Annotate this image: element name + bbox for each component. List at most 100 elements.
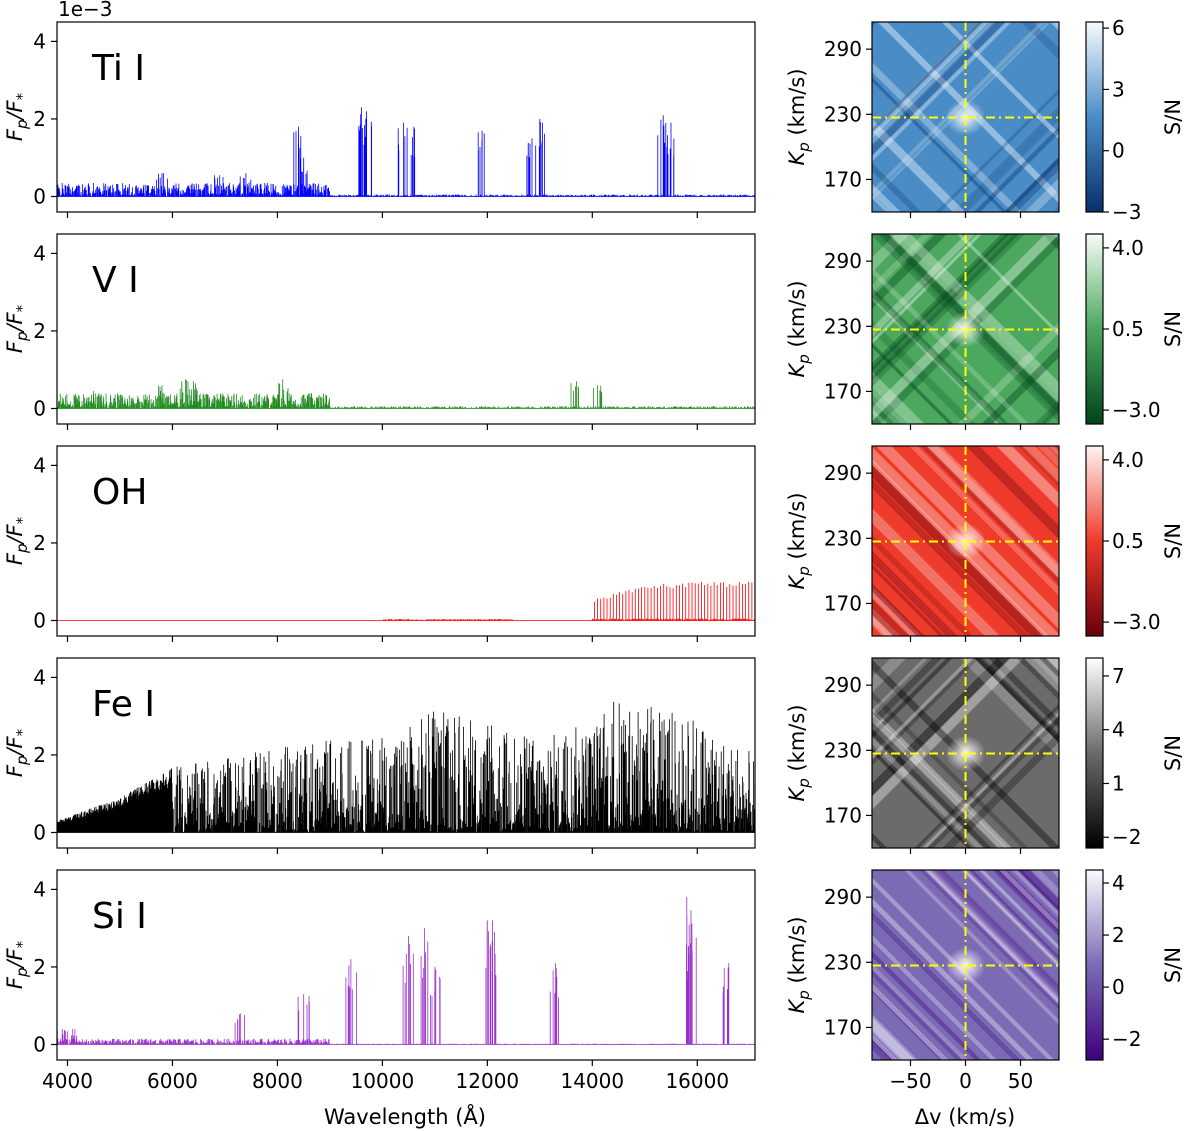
map-streak: [872, 984, 948, 1060]
y-tick-label: 290: [824, 37, 862, 61]
map-streak: [615, 638, 845, 868]
colorbar-si-i: 4 2 0 −2 S/N: [1085, 869, 1185, 1061]
map-streak: [1031, 870, 1059, 898]
x-tick-label: 4000: [42, 1069, 93, 1093]
y-tick-label: 2: [33, 531, 46, 555]
map-streak: [872, 234, 983, 345]
colorbar-tick-label: 1: [1112, 771, 1125, 795]
spectrum-line: [57, 107, 755, 197]
colorbar-label: S/N: [1161, 947, 1185, 983]
map-streak: [1188, 850, 1200, 1080]
map-streak: [872, 550, 958, 636]
map-streak: [962, 870, 1059, 967]
colorbar-tick-label: −2: [1112, 825, 1141, 849]
y-tick-label: 230: [824, 314, 862, 338]
y-tick-label: 2: [33, 743, 46, 767]
map-streak: [872, 342, 954, 424]
colorbar-tick-label: 0.5: [1112, 529, 1144, 553]
axes-frame: [56, 657, 756, 849]
map-streak: [554, 214, 784, 444]
x-tick-label: 0: [959, 1069, 972, 1093]
y-axis-label: Kp (km/s): [785, 280, 813, 377]
colorbar-oh: 4.0 0.5 −3.0 S/N: [1085, 445, 1185, 637]
y-tick-label: 2: [33, 107, 46, 131]
map-streak: [872, 658, 943, 729]
map-streak: [872, 658, 1024, 810]
map-streak: [582, 638, 812, 868]
map-streak: [872, 385, 911, 424]
map-streak: [1018, 446, 1059, 487]
y-tick-label: 0: [33, 184, 46, 208]
map-streak: [502, 638, 732, 868]
map-streak: [1020, 22, 1059, 61]
map-streak: [1191, 850, 1200, 1080]
map-streak: [872, 1016, 916, 1060]
map-streak: [872, 234, 911, 273]
y-axis-label: Kp (km/s): [785, 492, 813, 589]
colorbar-ti-i: 6 3 0 −3 S/N: [1085, 16, 1185, 224]
map-streak: [872, 234, 948, 310]
map-streak: [872, 950, 982, 1060]
y-tick-label: 4: [33, 29, 46, 53]
kp-map-si-i: 170 230 290 −50 0 50 Kp (km/s): [785, 850, 1200, 1093]
map-streak: [1195, 214, 1200, 444]
y-tick-label: 290: [824, 249, 862, 273]
species-label: V I: [92, 260, 139, 301]
species-label: Fe I: [92, 684, 155, 725]
y-tick-label: 2: [33, 955, 46, 979]
map-streak: [941, 22, 1059, 140]
y-tick-label: 4: [33, 665, 46, 689]
species-label: Ti I: [91, 48, 145, 89]
map-streak: [1191, 638, 1200, 868]
y-tick-label: 290: [824, 673, 862, 697]
x-tick-label: 6000: [147, 1069, 198, 1093]
map-streak: [992, 870, 1059, 937]
colorbar-tick-label: 6: [1112, 16, 1125, 40]
map-streak: [872, 22, 989, 139]
spectrum-panel-ti-i: Ti I 0 2 4 Fp/F*: [3, 21, 756, 218]
map-streak: [1021, 446, 1059, 484]
y-tick-label: 290: [824, 461, 862, 485]
y-tick-label: 170: [824, 379, 862, 403]
y-axis-label: Kp (km/s): [785, 704, 813, 801]
map-streak: [935, 870, 1059, 994]
map-streak: [872, 1033, 899, 1060]
colorbar-tick-label: 7: [1112, 664, 1125, 688]
map-streak: [1012, 870, 1059, 917]
axes-frame: [56, 233, 756, 425]
map-streak: [872, 583, 925, 636]
colorbar-fe-i: 7 4 1 −2 S/N: [1085, 657, 1185, 849]
y-tick-label: 0: [33, 608, 46, 632]
map-streak: [872, 183, 901, 212]
spectrum-panel-v-i: V I 0 2 4 Fp/F*: [3, 233, 756, 430]
y-tick-label: 4: [33, 877, 46, 901]
spectrum-line: [57, 701, 755, 833]
y-tick-label: 0: [33, 820, 46, 844]
species-label: OH: [92, 472, 147, 513]
kp-map-v-i: 170 230 290 Kp (km/s): [455, 214, 1200, 444]
spectrum-panel-si-i: Si I 0 2 4 4000 6000 8000 10000 12000 14000 16000 F…: [3, 869, 756, 1093]
spectrum-line: [57, 897, 755, 1045]
spectrum-panel-oh: OH 0 2 4 Fp/F*: [3, 445, 756, 642]
map-streak: [978, 870, 1059, 951]
map-streak: [952, 105, 1059, 212]
spectrum-line: [57, 581, 755, 621]
map-streak: [996, 446, 1059, 509]
map-streak: [1003, 156, 1059, 212]
map-streak: [872, 62, 1022, 212]
map-streak: [872, 1034, 898, 1060]
map-streak: [872, 394, 902, 424]
colorbar-v-i: 4.0 0.5 −3.0 S/N: [1085, 233, 1185, 425]
x-tick-label: 16000: [665, 1069, 729, 1093]
map-streak: [872, 962, 970, 1060]
y-tick-label: 2: [33, 319, 46, 343]
colorbar-label: S/N: [1161, 523, 1185, 559]
map-streak: [1034, 399, 1059, 424]
colorbar-tick-label: 4.0: [1112, 448, 1144, 472]
map-streak: [455, 214, 685, 444]
x-tick-label: 8000: [252, 1069, 303, 1093]
y-tick-label: 170: [824, 803, 862, 827]
y-tick-label: 170: [824, 591, 862, 615]
y-tick-label: 230: [824, 738, 862, 762]
map-streak: [872, 736, 984, 848]
